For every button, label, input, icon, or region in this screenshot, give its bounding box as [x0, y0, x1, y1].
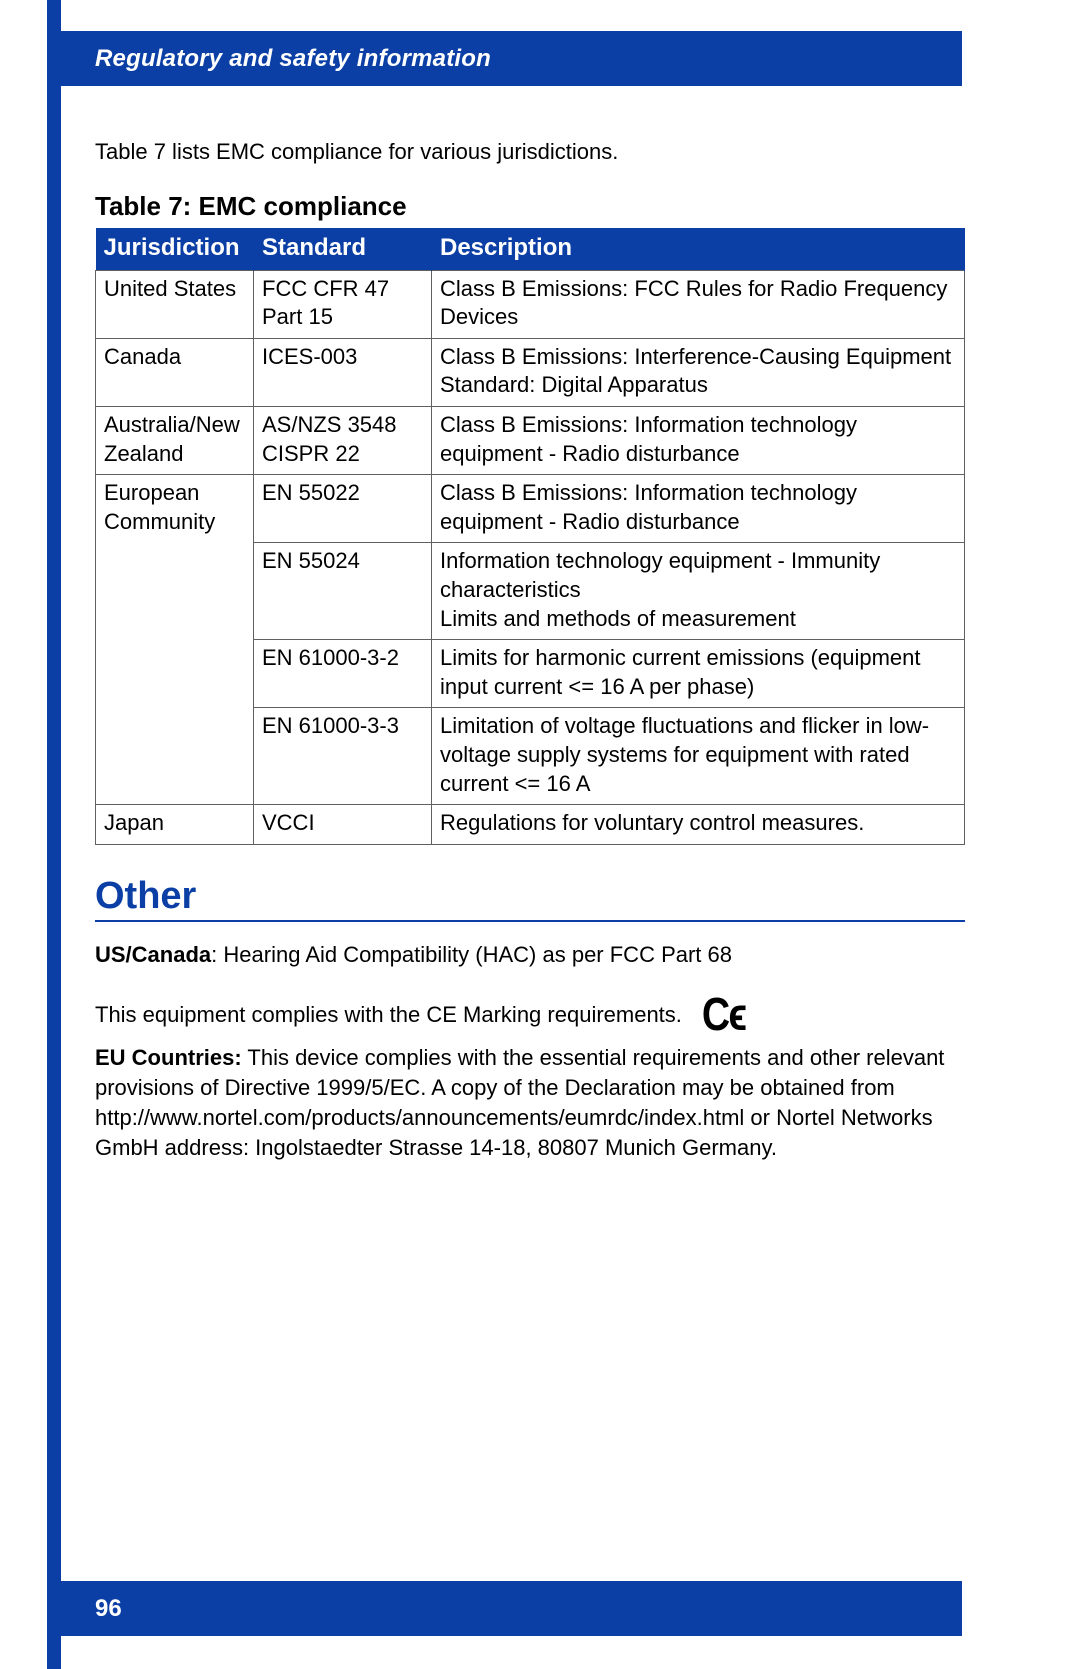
cell-description: Class B Emissions: Interference-Causing … [432, 338, 965, 406]
p-us-canada: US/Canada: Hearing Aid Compatibility (HA… [95, 940, 965, 970]
ce-mark-icon: Cϵ [702, 991, 746, 1037]
other-heading: Other [95, 875, 965, 918]
table-row: United States FCC CFR 47 Part 15 Class B… [96, 270, 965, 338]
cell-jurisdiction: Japan [96, 805, 254, 845]
table-row: European Community EN 55022 Class B Emis… [96, 475, 965, 543]
cell-description: Class B Emissions: Information technolog… [432, 407, 965, 475]
header-title: Regulatory and safety information [95, 45, 491, 73]
header-bar: Regulatory and safety information [47, 31, 962, 86]
cell-standard: EN 55024 [254, 543, 432, 640]
table-row: Japan VCCI Regulations for voluntary con… [96, 805, 965, 845]
col-header-description: Description [432, 228, 965, 271]
section-divider [95, 920, 965, 922]
intro-text: Table 7 lists EMC compliance for various… [95, 137, 965, 167]
cell-standard: AS/NZS 3548 CISPR 22 [254, 407, 432, 475]
cell-standard: EN 55022 [254, 475, 432, 543]
table-row: Canada ICES-003 Class B Emissions: Inter… [96, 338, 965, 406]
cell-description: Class B Emissions: FCC Rules for Radio F… [432, 270, 965, 338]
table-header-row: Jurisdiction Standard Description [96, 228, 965, 271]
p3-bold: EU Countries: [95, 1045, 242, 1070]
cell-jurisdiction: Canada [96, 338, 254, 406]
p1-rest: : Hearing Aid Compatibility (HAC) as per… [211, 942, 732, 967]
cell-description: Limits for harmonic current emissions (e… [432, 640, 965, 708]
left-accent-stripe [47, 0, 61, 1669]
emc-table: Jurisdiction Standard Description United… [95, 228, 965, 845]
col-header-standard: Standard [254, 228, 432, 271]
cell-description: Information technology equipment - Immun… [432, 543, 965, 640]
table-caption: Table 7: EMC compliance [95, 191, 965, 222]
cell-standard: VCCI [254, 805, 432, 845]
cell-jurisdiction: European Community [96, 475, 254, 805]
content-area: Table 7 lists EMC compliance for various… [95, 115, 965, 1184]
p2-text: This equipment complies with the CE Mark… [95, 1000, 682, 1030]
page: Regulatory and safety information Table … [0, 0, 1080, 1669]
cell-standard: ICES-003 [254, 338, 432, 406]
cell-description: Limitation of voltage fluctuations and f… [432, 708, 965, 805]
page-number: 96 [95, 1595, 122, 1623]
footer-bar: 96 [47, 1581, 962, 1636]
p-eu-countries: EU Countries: This device complies with … [95, 1043, 965, 1162]
cell-standard: EN 61000-3-2 [254, 640, 432, 708]
cell-standard: EN 61000-3-3 [254, 708, 432, 805]
cell-description: Class B Emissions: Information technolog… [432, 475, 965, 543]
cell-jurisdiction: Australia/New Zealand [96, 407, 254, 475]
cell-standard: FCC CFR 47 Part 15 [254, 270, 432, 338]
ce-line: This equipment complies with the CE Mark… [95, 991, 965, 1037]
table-row: Australia/New Zealand AS/NZS 3548 CISPR … [96, 407, 965, 475]
cell-jurisdiction: United States [96, 270, 254, 338]
p1-bold: US/Canada [95, 942, 211, 967]
col-header-jurisdiction: Jurisdiction [96, 228, 254, 271]
cell-description: Regulations for voluntary control measur… [432, 805, 965, 845]
